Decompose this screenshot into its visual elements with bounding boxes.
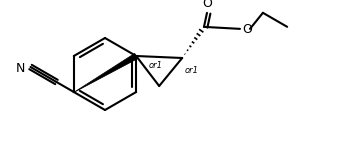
Text: or1: or1 — [148, 61, 162, 70]
Text: or1: or1 — [184, 66, 198, 75]
Text: O: O — [202, 0, 212, 10]
Polygon shape — [73, 53, 138, 93]
Text: N: N — [16, 62, 25, 74]
Text: O: O — [242, 23, 252, 36]
